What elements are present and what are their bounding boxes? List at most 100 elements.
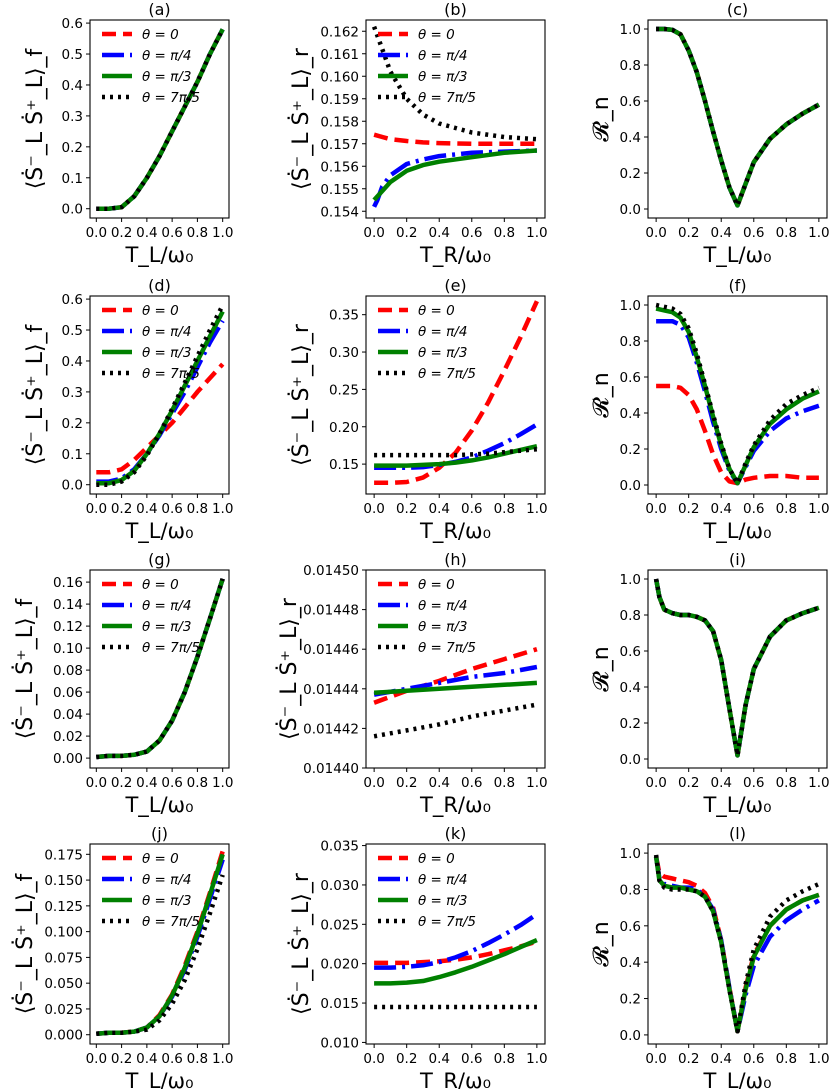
y-axis-label: 𝓡_n xyxy=(589,646,614,692)
series-line-l-2 xyxy=(653,856,820,1034)
panel-label: (j) xyxy=(151,824,168,843)
y-tick-label: 0.050 xyxy=(44,976,83,992)
series-line-l-3 xyxy=(653,854,820,1034)
series-line-i-2 xyxy=(653,578,820,758)
legend-label: θ = 0 xyxy=(142,851,179,867)
y-tick-label: 1.0 xyxy=(620,572,641,588)
y-tick-label: 0.150 xyxy=(44,873,83,889)
y-axis-label: ⟨Ṡ⁻_L Ṡ⁺_L⟩_f xyxy=(12,872,38,1014)
panel-label: (g) xyxy=(148,550,171,569)
x-tick-label: 1.0 xyxy=(526,1051,547,1067)
panel-label: (b) xyxy=(444,0,467,19)
panel-l: 0.0 0.2 0.4 0.6 0.8 1.0 0.0 0.2 0.4 0.6 0.8 1.0 (l) T… xyxy=(589,824,830,1089)
x-tick-label: 0.6 xyxy=(461,225,482,241)
x-axis-label: T_L/ω₀ xyxy=(702,243,771,268)
legend-label: θ = π/4 xyxy=(418,598,467,614)
x-tick-label: 0.2 xyxy=(111,775,132,791)
y-axis-label: ⟨Ṡ⁻_L Ṡ⁺_L⟩_r xyxy=(276,597,302,740)
series-line-l-1 xyxy=(653,856,820,1034)
panel-i: 0.0 0.2 0.4 0.6 0.8 1.0 0.0 0.2 0.4 0.6 0.8 1.0 (i) T… xyxy=(589,550,830,818)
x-tick-label: 0.2 xyxy=(111,501,132,517)
x-tick-label: 0.4 xyxy=(710,775,731,791)
y-tick-label: 0.16 xyxy=(53,575,83,591)
x-tick-label: 1.0 xyxy=(212,775,233,791)
legend-label: θ = 7π/5 xyxy=(142,914,200,930)
legend-label: θ = π/3 xyxy=(142,893,191,909)
legend-label: θ = 7π/5 xyxy=(418,90,476,106)
y-tick-label: 0.4 xyxy=(620,680,641,696)
legend-label: θ = π/4 xyxy=(142,324,191,340)
series-line-e-3 xyxy=(374,446,538,458)
y-tick-label: 0.00 xyxy=(53,751,83,767)
y-tick-label: 0.100 xyxy=(44,925,83,941)
y-tick-label: 0.5 xyxy=(62,323,83,339)
x-tick-label: 0.2 xyxy=(396,775,417,791)
x-tick-label: 0.4 xyxy=(136,225,157,241)
x-tick-label: 0.2 xyxy=(678,775,699,791)
legend-label: θ = 0 xyxy=(142,303,179,319)
x-tick-label: 0.6 xyxy=(461,775,482,791)
x-tick-label: 0.2 xyxy=(678,501,699,517)
x-tick-label: 0.8 xyxy=(776,225,797,241)
y-tick-label: 0.175 xyxy=(44,847,83,863)
x-tick-label: 0.8 xyxy=(494,1051,515,1067)
y-tick-label: 0.155 xyxy=(320,182,359,198)
x-tick-label: 0.8 xyxy=(776,775,797,791)
y-tick-label: 0.0 xyxy=(620,202,641,218)
legend-label: θ = 0 xyxy=(418,577,455,593)
axes-frame xyxy=(365,569,546,769)
y-tick-label: 0.8 xyxy=(620,334,641,350)
series-line-j-2 xyxy=(96,853,225,1036)
y-tick-label: 0.075 xyxy=(44,950,83,966)
x-tick-label: 0.8 xyxy=(494,501,515,517)
x-tick-label: 0.6 xyxy=(161,501,182,517)
x-tick-label: 0.6 xyxy=(161,225,182,241)
panel-label: (a) xyxy=(148,0,170,19)
y-tick-label: 0.035 xyxy=(320,839,359,855)
legend-label: θ = π/4 xyxy=(142,872,191,888)
x-axis-label: T_L/ω₀ xyxy=(702,793,771,818)
legend-label: θ = 0 xyxy=(142,27,179,43)
x-tick-label: 0.0 xyxy=(363,775,384,791)
y-tick-label: 0.2 xyxy=(620,992,641,1008)
x-tick-label: 0.6 xyxy=(743,1051,764,1067)
series-line-b-0 xyxy=(373,132,537,147)
x-tick-label: 0.0 xyxy=(645,1051,666,1067)
y-tick-label: 0.01440 xyxy=(303,761,359,777)
panel-d: 0.0 0.2 0.4 0.6 0.8 1.00.00.10.20.30.40.50.6(… xyxy=(22,276,233,544)
y-axis-label: ⟨Ṡ⁻_L Ṡ⁺_L⟩_f xyxy=(22,323,48,465)
y-tick-label: 0.06 xyxy=(53,685,83,701)
legend-label: θ = π/4 xyxy=(142,598,191,614)
y-tick-label: 0.5 xyxy=(62,47,83,63)
legend-label: θ = π/4 xyxy=(418,48,467,64)
y-tick-label: 0.4 xyxy=(620,406,641,422)
x-tick-label: 0.0 xyxy=(645,225,666,241)
series-line-f-3 xyxy=(655,302,820,486)
x-tick-label: 0.8 xyxy=(187,775,208,791)
y-axis-label: 𝓡_n xyxy=(589,921,614,967)
y-axis-label: ⟨Ṡ⁻_L Ṡ⁺_L⟩_r xyxy=(288,323,314,466)
x-tick-label: 0.8 xyxy=(494,775,515,791)
x-tick-label: 0.6 xyxy=(743,775,764,791)
y-tick-label: 0.10 xyxy=(53,641,83,657)
y-tick-label: 1.0 xyxy=(620,22,641,38)
series-line-e-2 xyxy=(374,444,538,468)
x-tick-label: 0.4 xyxy=(428,501,449,517)
x-axis-label: T_L/ω₀ xyxy=(124,519,193,544)
axes-frame xyxy=(647,295,828,495)
x-tick-label: 0.2 xyxy=(396,1051,417,1067)
y-tick-label: 0.01448 xyxy=(303,603,359,619)
y-tick-label: 0.14 xyxy=(53,597,83,613)
y-tick-label: 0.3 xyxy=(62,385,83,401)
panel-label: (h) xyxy=(444,550,467,569)
y-tick-label: 0.6 xyxy=(62,292,83,308)
panel-e: 0.0 0.2 0.4 0.6 0.8 1.0 0.15 0.20 0.25 0.30 0.35 (e… xyxy=(288,276,548,544)
y-tick-label: 0.156 xyxy=(320,159,359,175)
y-tick-label: 0.01450 xyxy=(303,563,359,579)
y-tick-label: 0.15 xyxy=(329,457,359,473)
y-tick-label: 0.0 xyxy=(620,752,641,768)
x-tick-label: 0.2 xyxy=(396,225,417,241)
x-tick-label: 1.0 xyxy=(526,501,547,517)
legend-label: θ = π/4 xyxy=(418,872,467,888)
y-tick-label: 0.025 xyxy=(44,1002,83,1018)
